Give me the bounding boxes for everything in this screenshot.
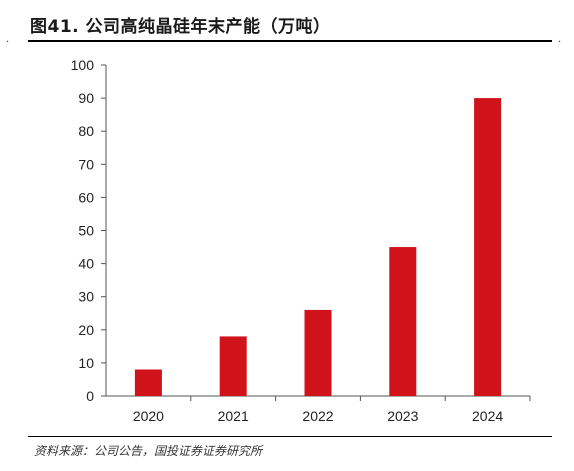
- y-tick-label: 70: [78, 156, 94, 172]
- bar-2021: [219, 336, 247, 396]
- x-tick-label: 2021: [218, 408, 249, 424]
- corner-mark-right: .: [558, 34, 562, 45]
- y-tick-label: 20: [78, 322, 94, 338]
- y-tick-label: 50: [78, 223, 94, 239]
- y-tick-label: 10: [78, 355, 94, 371]
- y-tick-label: 90: [78, 90, 94, 106]
- x-tick-label: 2023: [387, 408, 418, 424]
- bar-2023: [389, 247, 417, 396]
- source-note: 资料来源：公司公告，国投证券证券研究所: [34, 444, 263, 458]
- y-tick-label: 0: [86, 388, 94, 404]
- y-tick-label: 60: [78, 189, 94, 205]
- y-tick-label: 40: [78, 256, 94, 272]
- x-tick-label: 2024: [472, 408, 503, 424]
- y-tick-label: 100: [71, 57, 95, 73]
- bar-2024: [474, 98, 502, 396]
- bar-2022: [304, 309, 332, 396]
- chart-title: 图41. 公司高纯晶硅年末产能（万吨）: [30, 17, 331, 37]
- x-tick-label: 2020: [133, 408, 164, 424]
- source-divider: [28, 436, 552, 437]
- title-divider: [28, 40, 552, 42]
- x-tick-label: 2022: [302, 408, 333, 424]
- y-tick-label: 30: [78, 289, 94, 305]
- y-tick-label: 80: [78, 123, 94, 139]
- corner-mark-left: .: [6, 34, 10, 45]
- bar-2020: [134, 369, 162, 396]
